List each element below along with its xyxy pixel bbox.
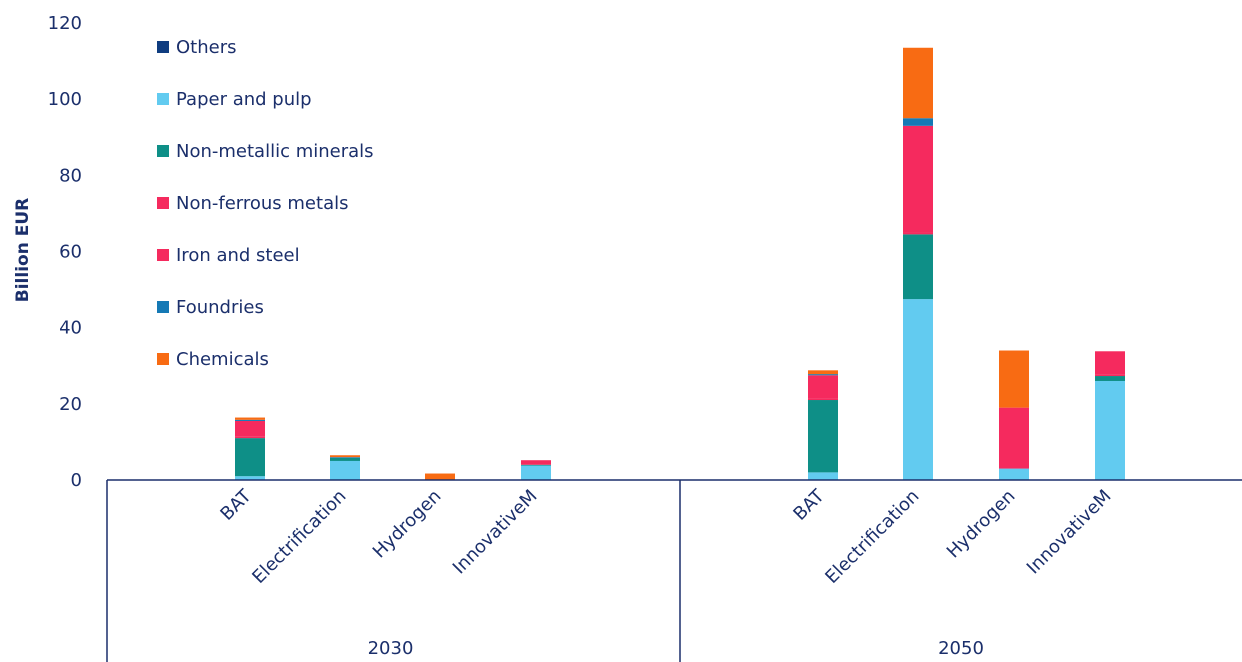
bar-5-chemicals <box>903 47 933 119</box>
bar-0-foundries <box>235 419 265 421</box>
bar-3-paper-and-pulp <box>521 465 551 480</box>
bar-4-foundries <box>808 374 838 376</box>
bar-4-paper-and-pulp <box>808 472 838 480</box>
bar-1-paper-and-pulp <box>330 460 360 480</box>
bar-3-non-metallic-minerals <box>521 464 551 466</box>
legend-swatch-2 <box>157 145 169 157</box>
bar-5-non-metallic-minerals <box>903 234 933 300</box>
bar-7-paper-and-pulp <box>1095 380 1125 480</box>
bar-5-non-ferrous-metals <box>903 125 933 233</box>
y-tick-label-0: 0 <box>71 470 82 491</box>
bar-7-non-ferrous-metals <box>1095 351 1125 375</box>
bar-0-iron-and-steel <box>235 436 265 439</box>
bar-2-chemicals <box>425 473 455 480</box>
legend-label-5: Foundries <box>176 297 264 318</box>
legend-swatch-0 <box>157 41 169 53</box>
bar-7-non-metallic-minerals <box>1095 376 1125 381</box>
legend-label-0: Others <box>176 37 237 58</box>
bar-0-non-metallic-minerals <box>235 438 265 477</box>
bar-0-chemicals <box>235 417 265 420</box>
bar-1-foundries <box>330 457 360 458</box>
category-label-1-3: InnovativeM <box>1023 486 1116 579</box>
legend-label-2: Non-metallic minerals <box>176 141 374 162</box>
bar-1-non-metallic-minerals <box>330 457 360 461</box>
bar-6-paper-and-pulp <box>999 468 1029 480</box>
bar-4-non-ferrous-metals <box>808 375 838 399</box>
y-tick-label-100: 100 <box>48 89 82 110</box>
bar-3-non-ferrous-metals <box>521 460 551 465</box>
category-label-0-2: Hydrogen <box>369 486 446 563</box>
bar-4-iron-and-steel <box>808 398 838 401</box>
y-axis-label: Billion EUR <box>13 198 33 302</box>
bar-3-iron-and-steel <box>521 464 551 465</box>
y-tick-label-40: 40 <box>59 318 82 339</box>
legend-swatch-5 <box>157 301 169 313</box>
bar-5-iron-and-steel <box>903 232 933 235</box>
bar-0-non-ferrous-metals <box>235 420 265 437</box>
bar-4-non-metallic-minerals <box>808 400 838 473</box>
bar-6-non-ferrous-metals <box>999 407 1029 469</box>
legend-swatch-4 <box>157 249 169 261</box>
category-label-0-3: InnovativeM <box>449 486 542 579</box>
legend-label-3: Non-ferrous metals <box>176 193 348 214</box>
bar-1-chemicals <box>330 455 360 458</box>
y-tick-label-120: 120 <box>48 13 82 34</box>
legend-swatch-1 <box>157 93 169 105</box>
category-label-0-1: Electrification <box>248 486 350 588</box>
legend-swatch-6 <box>157 353 169 365</box>
y-tick-label-60: 60 <box>59 242 82 263</box>
y-tick-label-80: 80 <box>59 165 82 186</box>
legend: Others Paper and pulp Non-metallic mineral… <box>157 37 374 370</box>
legend-label-6: Chemicals <box>176 349 269 370</box>
category-label-1-0: BAT <box>789 485 829 525</box>
group-label-2050: 2050 <box>938 638 984 659</box>
bar-7-iron-and-steel <box>1095 374 1125 377</box>
category-label-0-0: BAT <box>216 485 256 525</box>
bar-5-foundries <box>903 118 933 126</box>
y-tick-label-20: 20 <box>59 394 82 415</box>
bars <box>235 47 1125 480</box>
legend-label-4: Iron and steel <box>176 245 300 266</box>
bar-0-paper-and-pulp <box>235 476 265 480</box>
category-label-1-2: Hydrogen <box>943 486 1020 563</box>
bar-4-chemicals <box>808 370 838 375</box>
y-axis: 0 20 40 60 80 100 120 <box>48 13 82 491</box>
category-label-1-1: Electrification <box>821 486 923 588</box>
bar-5-paper-and-pulp <box>903 299 933 480</box>
bar-6-chemicals <box>999 350 1029 408</box>
legend-swatch-3 <box>157 197 169 209</box>
legend-label-1: Paper and pulp <box>176 89 312 110</box>
group-label-2030: 2030 <box>368 638 414 659</box>
